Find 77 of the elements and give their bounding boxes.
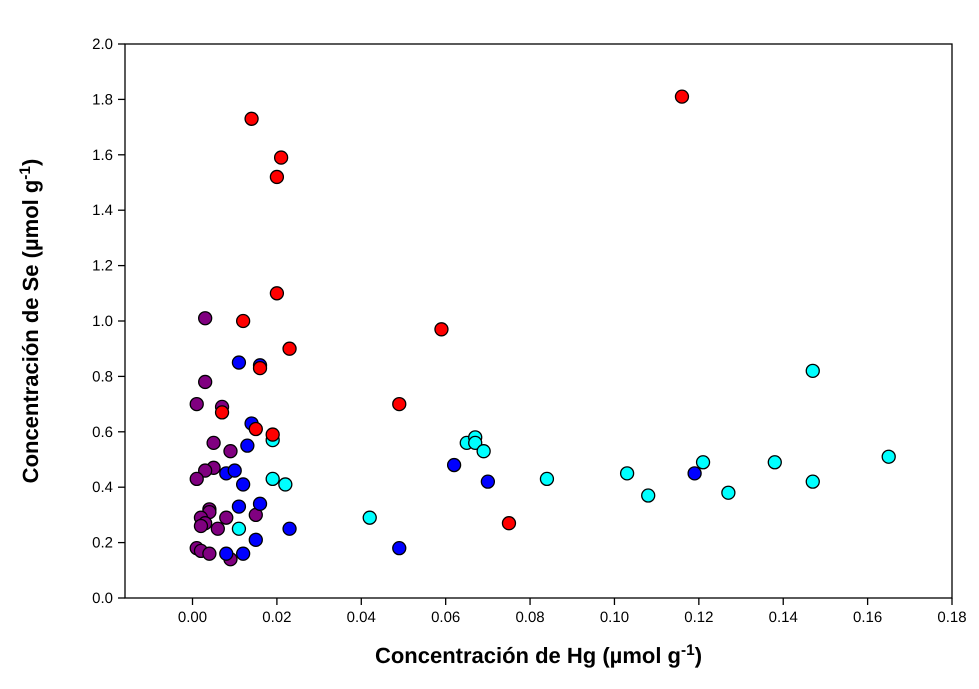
point — [392, 541, 406, 556]
point — [806, 474, 820, 489]
point — [278, 477, 292, 492]
point — [198, 311, 212, 326]
point — [190, 472, 204, 486]
x-tick-label: 0.08 — [515, 609, 545, 626]
y-tick-label: 0.6 — [92, 424, 113, 441]
point — [687, 466, 702, 480]
point — [721, 486, 736, 500]
point — [214, 405, 230, 420]
point — [434, 322, 449, 336]
x-tick-label: 0.14 — [768, 609, 798, 626]
x-tick-label: 0.02 — [262, 609, 292, 626]
point — [768, 455, 782, 470]
point — [228, 463, 242, 478]
y-tick-label: 1.8 — [92, 91, 113, 108]
x-tick-label: 0.18 — [937, 609, 967, 626]
x-tick-label: 0.04 — [346, 609, 376, 626]
point — [641, 488, 656, 503]
point — [674, 89, 690, 104]
point — [240, 438, 255, 453]
y-tick-label: 1.4 — [92, 202, 113, 220]
point — [194, 518, 208, 534]
point — [362, 510, 377, 525]
y-tick-label: 1.6 — [92, 146, 113, 164]
y-tick-label: 0.8 — [92, 368, 113, 386]
point — [232, 355, 246, 370]
point — [190, 396, 204, 412]
point — [198, 374, 212, 390]
point — [236, 477, 250, 492]
y-tick-label: 0.2 — [92, 534, 113, 552]
point — [540, 472, 554, 486]
point — [620, 466, 634, 480]
point — [244, 112, 259, 126]
point — [219, 510, 234, 525]
y-tick-label: 1.2 — [92, 258, 113, 275]
point — [202, 546, 217, 561]
point — [480, 474, 496, 489]
point — [206, 436, 221, 450]
point — [223, 444, 238, 458]
point — [270, 170, 284, 184]
point — [252, 496, 268, 511]
x-tick-label: 0.00 — [178, 609, 208, 626]
point — [266, 472, 280, 486]
x-tick-label: 0.10 — [600, 609, 630, 626]
y-tick-label: 0.4 — [92, 479, 113, 496]
point — [248, 532, 263, 547]
y-tick-label: 2.0 — [92, 36, 113, 53]
point — [392, 396, 406, 412]
point — [696, 455, 710, 470]
point — [210, 522, 225, 536]
point — [232, 499, 246, 514]
point — [236, 546, 250, 561]
y-tick-label: 0.0 — [92, 590, 113, 607]
y-tick-label: 1.0 — [92, 313, 113, 330]
point — [476, 444, 491, 458]
point — [446, 458, 462, 472]
point — [232, 522, 246, 536]
point — [248, 508, 263, 522]
point — [219, 546, 234, 561]
point — [274, 150, 288, 165]
point — [270, 286, 284, 300]
point — [198, 463, 212, 478]
x-tick-label: 0.12 — [684, 609, 714, 626]
point — [248, 422, 263, 436]
x-tick-label: 0.16 — [853, 609, 882, 626]
point — [282, 342, 297, 356]
point — [882, 450, 896, 464]
x-tick-label: 0.06 — [431, 609, 460, 626]
point — [266, 427, 280, 442]
x-axis-title: Concentración de Hg (µmol g$^{-1}$) — [374, 642, 702, 668]
point — [468, 436, 482, 450]
point — [282, 522, 297, 536]
point — [236, 314, 250, 328]
point — [806, 364, 820, 378]
point — [502, 516, 516, 530]
point — [252, 360, 268, 376]
